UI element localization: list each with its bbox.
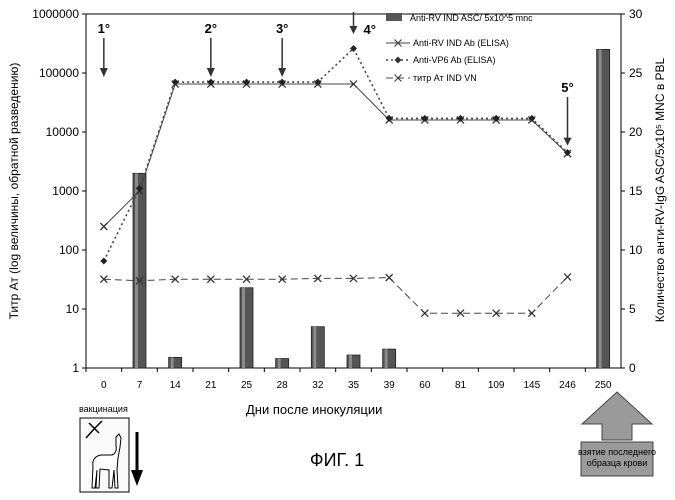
x-axis-title: Дни после инокуляции: [246, 402, 382, 417]
left-tick-label: 1000: [52, 184, 79, 198]
right-tick-label: 15: [629, 184, 643, 198]
bar-highlight: [171, 357, 174, 368]
left-tick-label: 10000: [46, 125, 80, 139]
annotation-label: 5°: [561, 80, 573, 95]
bar-highlight: [385, 349, 388, 368]
x-tick-label: 60: [419, 380, 431, 391]
left-tick-label: 10: [66, 302, 80, 316]
bar: [383, 349, 396, 368]
x-tick-label: 81: [455, 380, 467, 391]
blood-sample-label-line: взятие последнего: [578, 447, 656, 457]
bar-highlight: [313, 327, 316, 368]
left-tick-label: 1: [72, 361, 79, 375]
x-tick-label: 246: [559, 380, 576, 391]
bar: [240, 288, 253, 368]
right-tick-label: 30: [629, 7, 643, 21]
figure-caption: ФИГ. 1: [310, 450, 364, 470]
x-tick-label: 0: [101, 380, 107, 391]
left-tick-label: 100000: [39, 66, 79, 80]
bar-highlight: [242, 288, 245, 368]
bar: [311, 327, 324, 368]
bar: [347, 355, 360, 368]
left-tick-label: 1000000: [32, 7, 79, 21]
x-tick-label: 25: [241, 380, 253, 391]
right-axis-title: Количество анти-RV-IgG ASC/5x10⁵ MNC в P…: [653, 57, 667, 322]
x-tick-label: 28: [277, 380, 289, 391]
bar-highlight: [278, 359, 281, 368]
x-tick-label: 32: [312, 380, 324, 391]
bar-highlight: [599, 49, 602, 368]
annotation-label: 4°: [364, 22, 376, 37]
legend-label-vn: титр Ат IND VN: [413, 73, 477, 83]
bar: [133, 173, 146, 368]
right-tick-label: 5: [629, 302, 636, 316]
x-tick-label: 145: [523, 380, 540, 391]
legend-swatch-asc: [386, 13, 402, 21]
legend-label-vp6: Anti-VP6 Ab (ELISA): [413, 55, 496, 65]
x-tick-label: 39: [384, 380, 396, 391]
x-tick-label: 109: [488, 380, 505, 391]
x-tick-label: 21: [205, 380, 217, 391]
x-tick-label: 7: [137, 380, 143, 391]
right-tick-label: 10: [629, 243, 643, 257]
bar-highlight: [349, 355, 352, 368]
llama-icon: [80, 418, 129, 492]
right-tick-label: 25: [629, 66, 643, 80]
annotation-label: 1°: [98, 21, 110, 36]
bar: [169, 357, 182, 368]
x-tick-label: 250: [595, 380, 612, 391]
left-tick-label: 100: [59, 243, 79, 257]
left-axis-title: Титр Ат (log величины, обратной разведен…: [7, 63, 21, 320]
bar: [597, 49, 610, 368]
bar: [276, 359, 289, 368]
right-tick-label: 20: [629, 125, 643, 139]
x-tick-label: 35: [348, 380, 360, 391]
annotation-label: 2°: [205, 21, 217, 36]
vaccination-label: вакцинация: [79, 404, 128, 414]
x-tick-label: 14: [170, 380, 182, 391]
legend-label-asc: Anti-RV IND ASC/ 5x10^5 mnc: [410, 13, 533, 23]
blood-sample-label: взятие последнегообразца крови: [578, 447, 656, 468]
legend-label-rv-ab: Anti-RV IND Ab (ELISA): [413, 38, 509, 48]
right-tick-label: 0: [629, 361, 636, 375]
annotation-label: 3°: [276, 21, 288, 36]
blood-sample-label-line: образца крови: [587, 458, 648, 468]
bar-highlight: [135, 173, 138, 368]
